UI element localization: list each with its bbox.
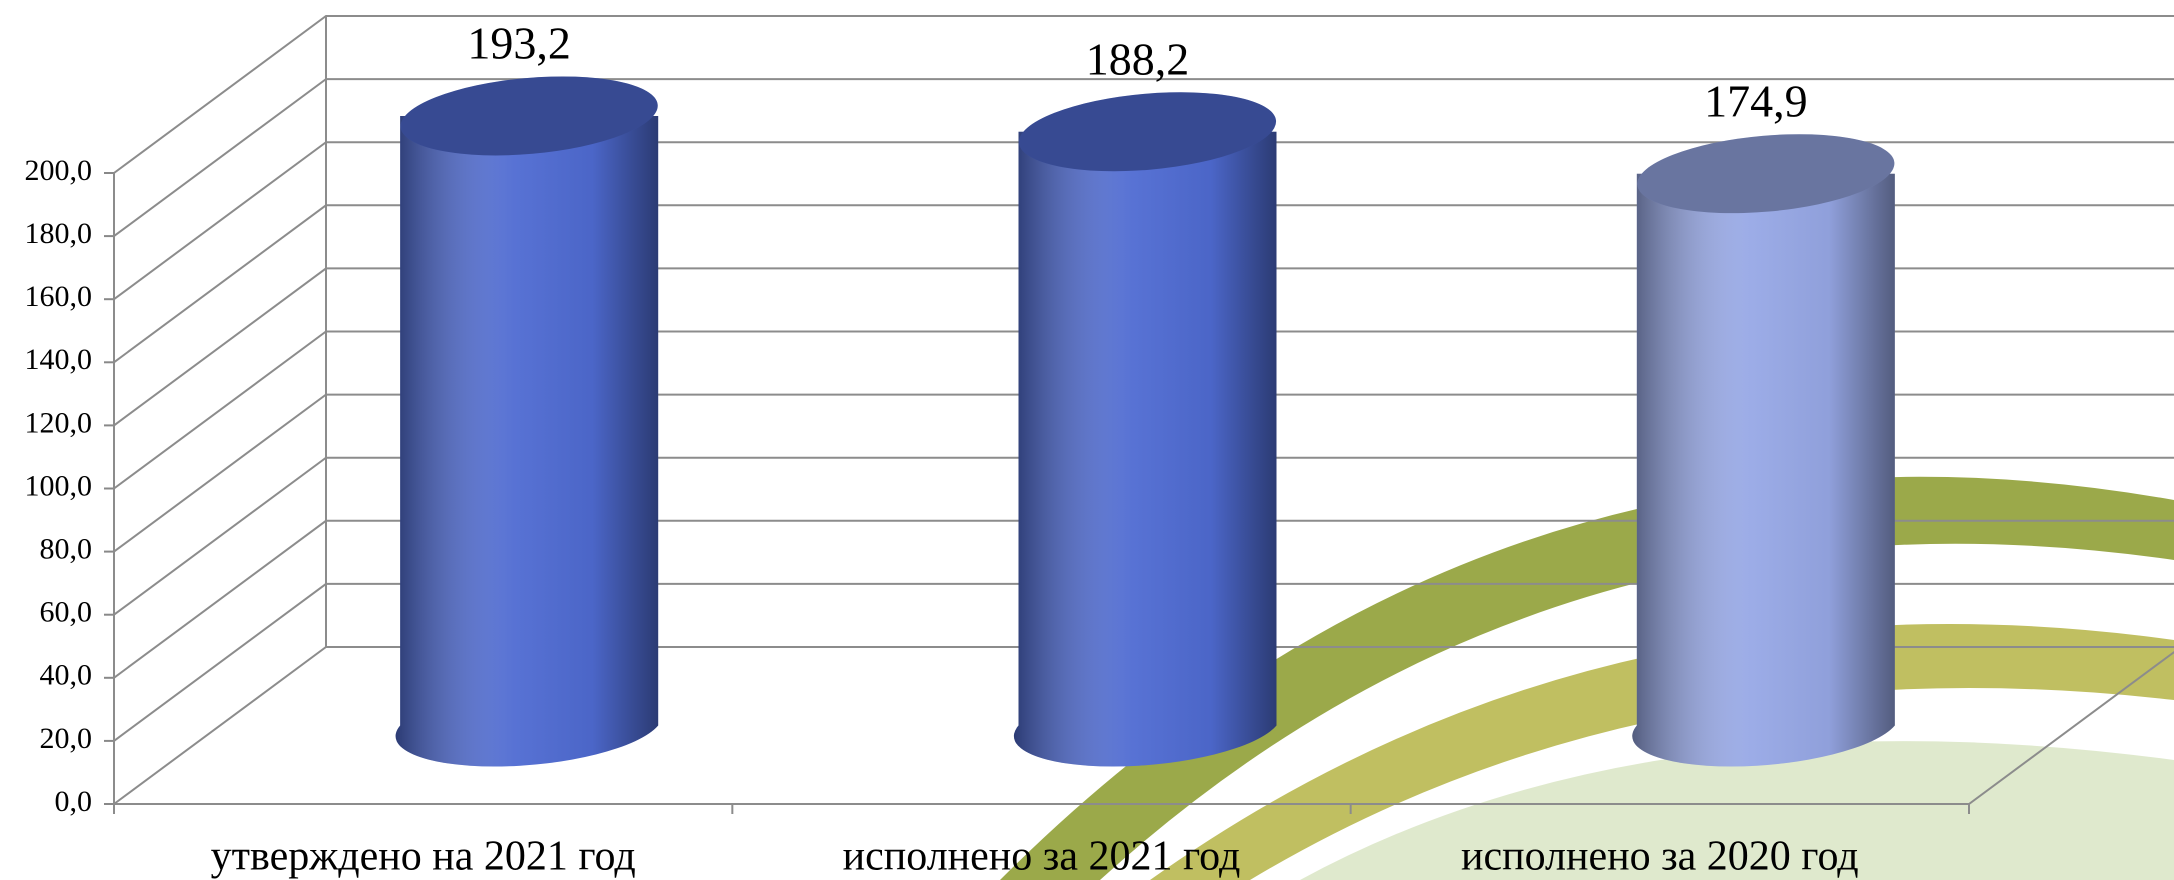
x-tick-label: исполнено за 2020 год xyxy=(1461,834,1859,880)
cylinder-top xyxy=(1637,134,1895,214)
y-tick-label: 140,0 xyxy=(25,343,93,376)
cylinder-top xyxy=(400,76,658,156)
y-tick-label: 120,0 xyxy=(25,406,93,439)
y-tick-label: 60,0 xyxy=(40,596,93,629)
axes: 0,0 20,0 40,0 60,0 80,0 100,0 120,0 140,0 160,0 1… xyxy=(25,15,2174,880)
cylinder xyxy=(1632,134,1895,767)
y-tick-label: 180,0 xyxy=(25,217,93,250)
cylinder xyxy=(1013,92,1277,767)
x-tick-label: исполнено за 2021 год xyxy=(843,834,1241,880)
x-tick-label: утверждено на 2021 год xyxy=(211,834,636,880)
y-tick-label: 200,0 xyxy=(25,154,93,187)
cylinder-shade xyxy=(395,115,659,767)
value-label: 188,2 xyxy=(1086,33,1190,84)
cylinder xyxy=(395,76,659,767)
y-tick-label: 160,0 xyxy=(25,280,93,313)
y-tick-label: 0,0 xyxy=(55,785,93,818)
cylinder-shade xyxy=(1632,173,1895,767)
plot: 193,2 188,2 174,9 xyxy=(395,18,1895,767)
y-tick-label: 100,0 xyxy=(25,469,93,502)
y-tick-label: 40,0 xyxy=(40,659,93,692)
cylinder-top-shade xyxy=(400,76,658,156)
value-label: 174,9 xyxy=(1704,75,1808,126)
cylinder-shade xyxy=(1013,131,1277,767)
y-tick-label: 80,0 xyxy=(40,532,93,565)
value-label: 193,2 xyxy=(467,18,571,69)
y-tick-label: 20,0 xyxy=(40,722,93,755)
background-decoration xyxy=(1000,476,2174,880)
cylinder-top-shade xyxy=(1637,134,1895,214)
cylinder-top xyxy=(1018,92,1277,172)
cylinder-top-shade xyxy=(1018,92,1277,172)
